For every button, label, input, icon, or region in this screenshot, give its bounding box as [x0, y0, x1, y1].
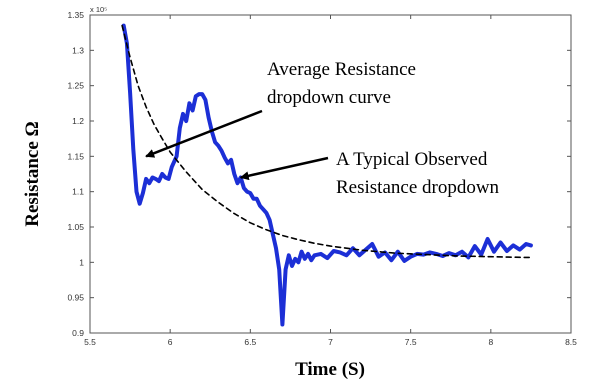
annotation-average-arrow — [145, 109, 263, 158]
y-axis-ticks: 0.9 0.95 1 1.05 1.1 1.15 1.2 1.25 1.3 1.35 — [67, 10, 571, 338]
y-tick-label: 0.9 — [72, 328, 84, 338]
y-tick-label: 1.25 — [67, 81, 84, 91]
annotation-typical-line2: Resistance dropdown — [336, 177, 500, 198]
x-axis-title: Time (S) — [295, 359, 365, 380]
y-tick-label: 0.95 — [67, 293, 84, 303]
annotation-typical-arrow — [239, 156, 329, 181]
y-tick-label: 1.05 — [67, 222, 84, 232]
y-tick-label: 1.3 — [72, 45, 84, 55]
x-tick-label: 7 — [328, 337, 333, 347]
annotation-average-line1: Average Resistance — [267, 59, 416, 80]
y-axis-title: Resistance Ω — [22, 121, 43, 226]
x-tick-label: 6 — [168, 337, 173, 347]
average-resistance-dashed-line — [121, 24, 532, 259]
x-tick-label: 8.5 — [565, 337, 577, 347]
y-tick-label: 1 — [79, 257, 84, 267]
observed-resistance-line — [121, 23, 533, 327]
series-layer — [121, 23, 533, 327]
x-tick-label: 6.5 — [244, 337, 256, 347]
y-tick-label: 1.2 — [72, 116, 84, 126]
y-tick-label: 1.35 — [67, 10, 84, 20]
annotation-typical-line1: A Typical Observed — [336, 149, 488, 170]
y-multiplier-label: x 10⁵ — [90, 5, 107, 14]
x-tick-label: 7.5 — [405, 337, 417, 347]
annotation-average-line2: dropdown curve — [267, 87, 391, 108]
x-axis-ticks: 5.5 6 6.5 7 7.5 8 8.5 — [84, 15, 577, 347]
x-tick-label: 8 — [488, 337, 493, 347]
x-tick-label: 5.5 — [84, 337, 96, 347]
y-tick-label: 1.15 — [67, 151, 84, 161]
y-tick-label: 1.1 — [72, 187, 84, 197]
